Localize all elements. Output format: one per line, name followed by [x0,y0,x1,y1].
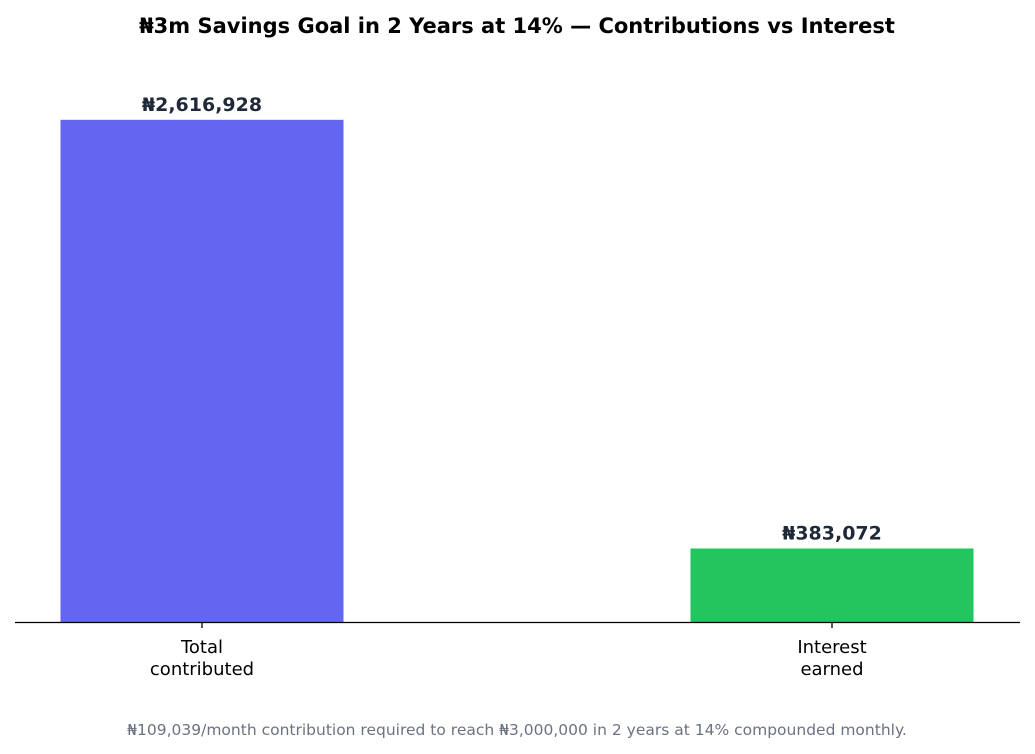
x-tick-label-line: earned [800,659,863,680]
x-tick-label-line: contributed [150,659,254,680]
bar-value-label-0: ₦2,616,928 [142,94,262,116]
chart-title: ₦3m Savings Goal in 2 Years at 14% — Con… [139,14,895,38]
bars-layer: ₦2,616,928 ₦383,072 [60,94,974,622]
bar-0 [60,119,344,622]
x-tick-label-line: Interest [797,637,866,658]
bar-1 [690,548,974,622]
x-tick-label-1: Interest earned [797,637,866,680]
x-tick-label-line: Total [180,637,223,658]
chart-footnote: ₦109,039/month contribution required to … [127,721,907,739]
x-axis-ticks: Total contributed Interest earned [150,622,867,680]
x-tick-label-0: Total contributed [150,637,254,680]
bar-value-label-1: ₦383,072 [782,522,882,544]
